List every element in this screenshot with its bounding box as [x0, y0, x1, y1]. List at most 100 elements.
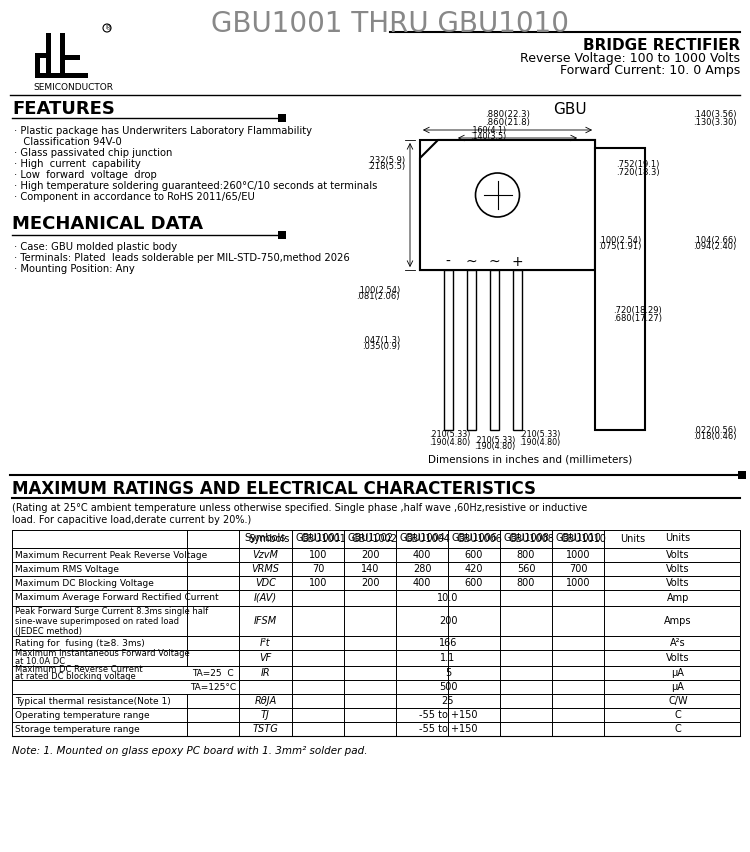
Text: C/W: C/W [668, 696, 688, 706]
Text: RθJA: RθJA [254, 696, 277, 706]
Text: TA=25  C: TA=25 C [192, 669, 234, 677]
Bar [30, 25, 120, 85]
Text: 100: 100 [309, 550, 327, 560]
Text: .075(1.91): .075(1.91) [598, 243, 642, 251]
Bar [595, 148, 645, 430]
Text: at 10.0A DC: at 10.0A DC [15, 658, 65, 666]
Text: 10.0: 10.0 [437, 593, 459, 603]
Text: VDC: VDC [255, 578, 276, 588]
Text: A²s: A²s [670, 638, 686, 648]
Text: .210(5.33): .210(5.33) [429, 430, 471, 440]
Text: BRIDGE RECTIFIER: BRIDGE RECTIFIER [583, 38, 740, 53]
Text: 1000: 1000 [566, 550, 590, 560]
Text: +: + [512, 255, 523, 269]
Text: · Case: GBU molded plastic body: · Case: GBU molded plastic body [14, 242, 177, 252]
Text: 5: 5 [445, 668, 452, 678]
Text: SEMICONDUCTOR: SEMICONDUCTOR [33, 83, 113, 92]
Text: (JEDEC method): (JEDEC method) [15, 626, 82, 636]
Text: VᴢᴠM: VᴢᴠM [253, 550, 278, 560]
Text: .022(0.56): .022(0.56) [693, 425, 736, 435]
Text: .160(4.1): .160(4.1) [470, 125, 506, 135]
Text: .860(21.8): .860(21.8) [485, 118, 530, 126]
Text: .130(3.30): .130(3.30) [693, 118, 736, 126]
Bar [12, 722, 740, 736]
Text: GBU1002: GBU1002 [352, 534, 398, 544]
Text: 200: 200 [439, 616, 458, 626]
Bar [12, 666, 740, 680]
Text: Volts: Volts [666, 564, 690, 574]
Text: 1.1: 1.1 [440, 653, 455, 663]
Text: .018(0.46): .018(0.46) [693, 433, 736, 441]
Text: .035(0.9): .035(0.9) [362, 343, 400, 352]
Text: IR: IR [261, 668, 270, 678]
Text: 800: 800 [517, 578, 536, 588]
Bar [60, 73, 88, 78]
Text: (Rating at 25°C ambient temperature unless otherwise specified. Single phase ,ha: (Rating at 25°C ambient temperature unle… [12, 503, 587, 525]
Bar [12, 530, 740, 548]
Text: .081(2.06): .081(2.06) [356, 292, 400, 302]
Bar [12, 606, 740, 636]
Text: -55 to +150: -55 to +150 [419, 710, 477, 720]
Text: TA=125°C: TA=125°C [190, 682, 236, 692]
Bar [35, 58, 40, 78]
Text: at rated DC blocking voltage: at rated DC blocking voltage [15, 672, 136, 681]
Bar [12, 694, 740, 708]
Bar [12, 680, 740, 694]
Bar [278, 231, 286, 239]
Text: .720(18.29): .720(18.29) [614, 306, 662, 314]
Text: Maximum Instantaneous Forward Voltage: Maximum Instantaneous Forward Voltage [15, 649, 190, 659]
Text: MECHANICAL DATA: MECHANICAL DATA [12, 215, 203, 233]
Bar [278, 114, 286, 122]
Text: · Terminals: Plated  leads solderable per MIL-STD-750,method 2026: · Terminals: Plated leads solderable per… [14, 253, 350, 263]
Text: FEATURES: FEATURES [12, 100, 115, 118]
Text: Units: Units [665, 533, 691, 543]
Text: Storage temperature range: Storage temperature range [15, 724, 140, 734]
Text: 200: 200 [361, 578, 380, 588]
Bar [443, 270, 452, 430]
Text: Maximum DC Reverse Current: Maximum DC Reverse Current [15, 665, 142, 674]
Text: Symbols: Symbols [244, 533, 286, 543]
Bar [12, 650, 740, 666]
Text: GBU1008: GBU1008 [508, 534, 554, 544]
Text: .104(2.66): .104(2.66) [693, 235, 736, 245]
Text: 560: 560 [517, 564, 536, 574]
Text: .190(4.80): .190(4.80) [429, 437, 471, 446]
Text: Classification 94V-0: Classification 94V-0 [14, 137, 122, 147]
Text: .720(18.3): .720(18.3) [616, 169, 660, 177]
Bar [46, 33, 51, 78]
Text: C: C [675, 710, 681, 720]
Text: VRMS: VRMS [251, 564, 280, 574]
Text: .047(1.3): .047(1.3) [362, 336, 400, 344]
Text: GBU1001 THRU GBU1010: GBU1001 THRU GBU1010 [211, 10, 569, 38]
Circle shape [476, 173, 520, 217]
Text: Operating temperature range: Operating temperature range [15, 711, 149, 719]
Text: Maximum DC Blocking Voltage: Maximum DC Blocking Voltage [15, 579, 154, 588]
Text: .680(17.27): .680(17.27) [614, 314, 662, 323]
Text: IFSM: IFSM [254, 616, 277, 626]
Text: .190(4.80): .190(4.80) [519, 437, 560, 446]
Text: .210(5.33): .210(5.33) [519, 430, 561, 440]
Text: .100(2.54): .100(2.54) [357, 285, 400, 295]
Text: 280: 280 [413, 564, 431, 574]
Text: .094(2.40): .094(2.40) [693, 243, 736, 251]
Text: .190(4.80): .190(4.80) [474, 442, 516, 452]
Text: 25: 25 [442, 696, 454, 706]
Text: Maximum RMS Voltage: Maximum RMS Voltage [15, 565, 119, 573]
Text: Amp: Amp [667, 593, 689, 603]
Text: · Plastic package has Underwriters Laboratory Flammability: · Plastic package has Underwriters Labor… [14, 126, 312, 136]
Bar [420, 140, 595, 270]
Text: .210(5.33): .210(5.33) [474, 435, 516, 445]
Text: 140: 140 [361, 564, 380, 574]
Text: ®: ® [105, 25, 112, 31]
Text: sine-wave superimposed on rated load: sine-wave superimposed on rated load [15, 617, 179, 625]
Text: VF: VF [260, 653, 272, 663]
Bar [466, 270, 476, 430]
Text: .140(3.5): .140(3.5) [470, 133, 506, 141]
Text: 100: 100 [309, 578, 327, 588]
Text: 600: 600 [465, 550, 483, 560]
Text: .880(22.3): .880(22.3) [485, 111, 530, 119]
Bar [60, 55, 80, 60]
Text: I(AV): I(AV) [254, 593, 277, 603]
Text: GBU1010: GBU1010 [555, 533, 601, 543]
Text: -55 to +150: -55 to +150 [419, 724, 477, 734]
